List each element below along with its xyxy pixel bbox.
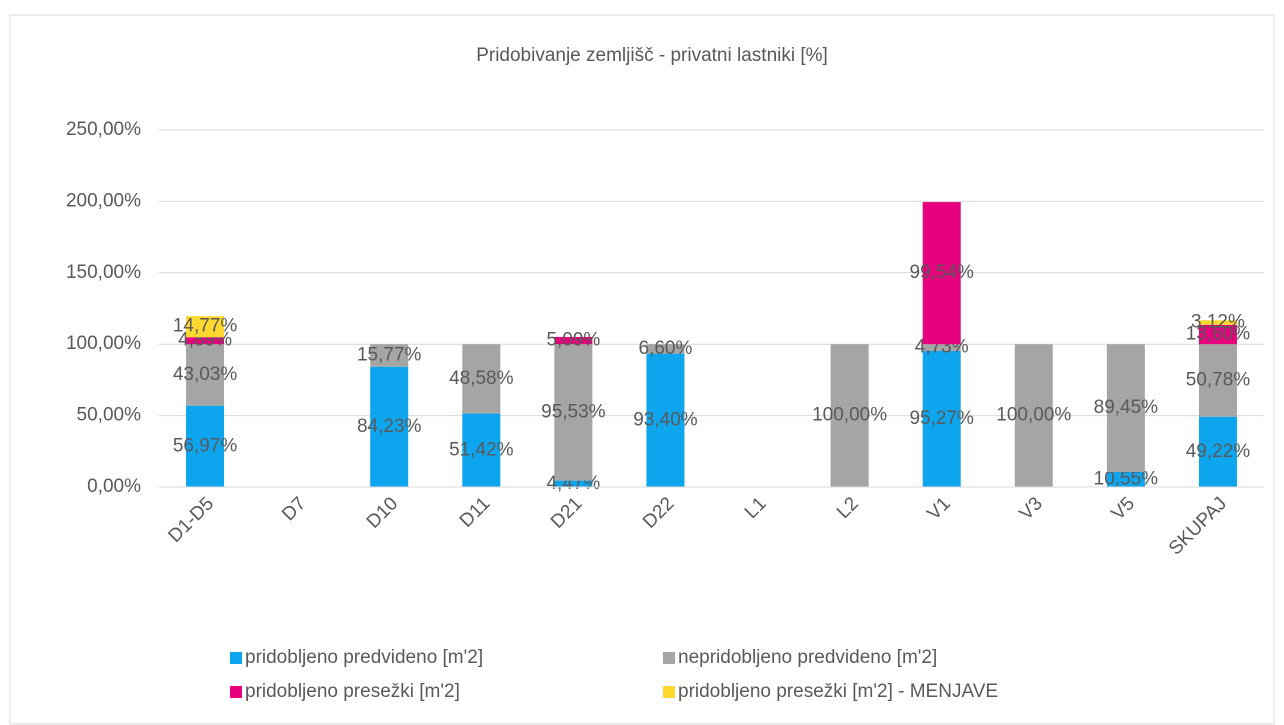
chart-title: Pridobivanje zemljišč - privatni lastnik… bbox=[476, 45, 828, 66]
bar-segment bbox=[186, 405, 225, 487]
legend-label: pridobljeno presežki [m'2] - MENJAVE bbox=[678, 681, 998, 702]
y-tick-label: 150,00% bbox=[66, 262, 141, 283]
data-label: 10,55% bbox=[1094, 468, 1159, 489]
bar-segment bbox=[922, 344, 961, 351]
data-label: 14,77% bbox=[173, 316, 238, 337]
legend-swatch bbox=[230, 652, 242, 664]
bar-segment bbox=[922, 202, 961, 345]
bar-segment bbox=[1106, 344, 1145, 472]
legend-swatch bbox=[663, 686, 675, 698]
data-label: 84,23% bbox=[357, 416, 422, 437]
bar-segment bbox=[554, 480, 593, 487]
data-label: 50,78% bbox=[1186, 369, 1251, 390]
bar-segment bbox=[1198, 320, 1237, 325]
data-label: 49,22% bbox=[1186, 441, 1251, 462]
bar-segment bbox=[922, 350, 961, 487]
bar-segment bbox=[1198, 416, 1237, 487]
bar-segment bbox=[1014, 344, 1053, 487]
y-tick-label: 200,00% bbox=[66, 190, 141, 211]
bar-segment bbox=[186, 316, 225, 338]
bar-segment bbox=[186, 344, 225, 406]
legend-swatch bbox=[230, 686, 242, 698]
data-label: 13,60% bbox=[1186, 324, 1251, 345]
y-tick-label: 0,00% bbox=[87, 476, 141, 497]
bar-segment bbox=[370, 366, 409, 487]
bar-segment bbox=[462, 344, 501, 414]
legend-label: pridobljeno predvideno [m'2] bbox=[245, 647, 483, 668]
data-label: 56,97% bbox=[173, 435, 238, 456]
data-label: 93,40% bbox=[633, 409, 698, 430]
y-tick-label: 100,00% bbox=[66, 333, 141, 354]
data-label: 95,27% bbox=[909, 408, 974, 429]
data-label: 48,58% bbox=[449, 368, 514, 389]
data-label: 95,53% bbox=[541, 401, 606, 422]
data-label: 5,09% bbox=[546, 330, 600, 351]
y-tick-label: 50,00% bbox=[77, 405, 142, 426]
data-label: 100,00% bbox=[996, 405, 1071, 426]
bar-segment bbox=[554, 336, 593, 345]
bar-segment bbox=[462, 413, 501, 487]
data-label: 43,03% bbox=[173, 364, 238, 385]
data-label: 51,42% bbox=[449, 439, 514, 460]
data-label: 100,00% bbox=[812, 405, 887, 426]
bar-segment bbox=[554, 344, 593, 481]
data-label: 15,77% bbox=[357, 344, 422, 365]
legend-label: pridobljeno presežki [m'2] bbox=[245, 681, 460, 702]
bar-segment bbox=[370, 344, 409, 367]
bar-segment bbox=[646, 344, 685, 354]
bar-segment bbox=[646, 353, 685, 487]
legend-label: nepridobljeno predvideno [m'2] bbox=[678, 647, 937, 668]
data-label: 89,45% bbox=[1094, 397, 1159, 418]
data-label: 3,12% bbox=[1191, 312, 1245, 333]
bar-segment bbox=[1106, 471, 1145, 487]
data-label: 99,54% bbox=[909, 262, 974, 283]
y-tick-label: 250,00% bbox=[66, 119, 141, 140]
data-label: 6,60% bbox=[639, 338, 693, 359]
bar-segment bbox=[1198, 344, 1237, 417]
bar-segment bbox=[830, 344, 869, 487]
legend-swatch bbox=[663, 652, 675, 664]
bar-segment bbox=[1198, 324, 1237, 345]
bar-segment bbox=[186, 337, 225, 345]
